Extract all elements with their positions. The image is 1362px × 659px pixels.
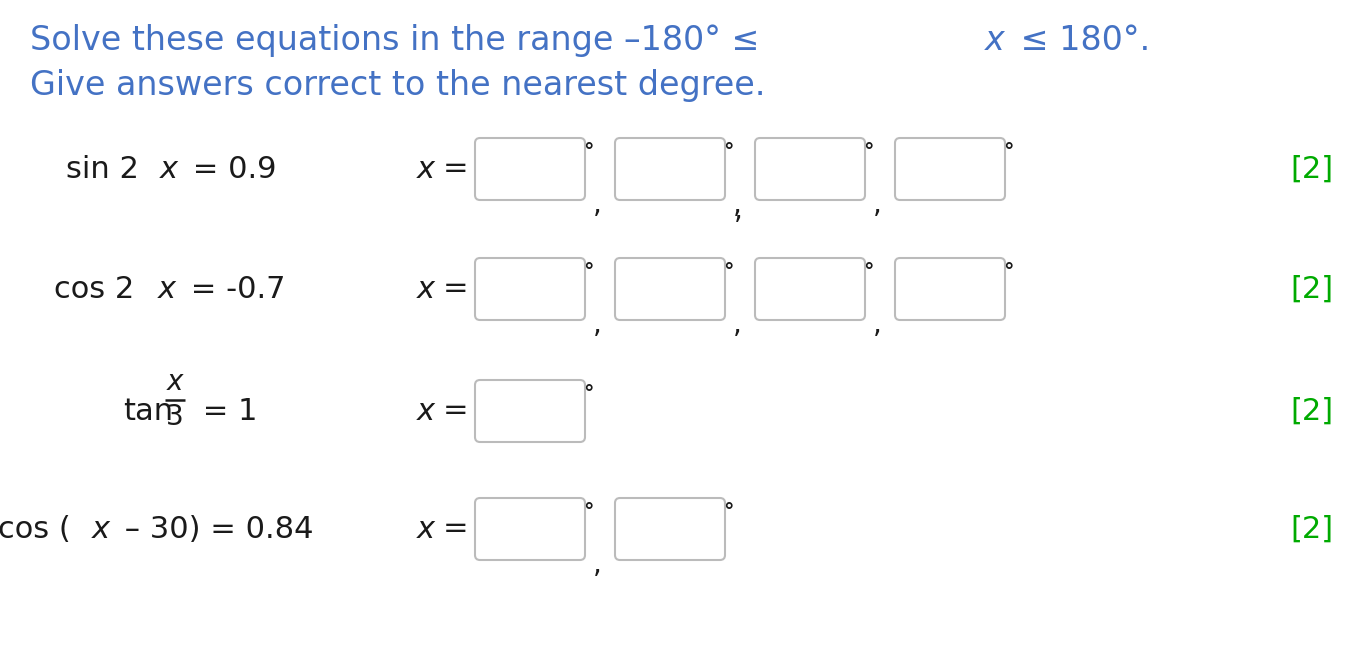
Text: °: °: [583, 502, 594, 522]
Text: °: °: [723, 502, 734, 522]
Text: [2]: [2]: [1290, 154, 1333, 183]
Text: x: x: [158, 275, 176, 304]
Text: x: x: [417, 515, 434, 544]
Text: = 1: = 1: [193, 397, 257, 426]
Text: – 30) = 0.84: – 30) = 0.84: [116, 515, 315, 544]
Text: cos 2: cos 2: [54, 275, 135, 304]
Text: [2]: [2]: [1290, 397, 1333, 426]
FancyBboxPatch shape: [616, 498, 725, 560]
FancyBboxPatch shape: [755, 258, 865, 320]
Text: x: x: [417, 397, 434, 426]
Text: =: =: [443, 397, 469, 426]
Text: x: x: [93, 515, 110, 544]
Text: tan: tan: [123, 397, 173, 426]
FancyBboxPatch shape: [475, 498, 586, 560]
Text: ,: ,: [873, 311, 881, 339]
FancyBboxPatch shape: [755, 138, 865, 200]
FancyBboxPatch shape: [475, 258, 586, 320]
Text: 3: 3: [166, 403, 184, 431]
Text: ,: ,: [733, 311, 742, 339]
Text: x: x: [417, 275, 434, 304]
Text: =: =: [443, 275, 469, 304]
Text: °: °: [583, 384, 594, 404]
Text: = -0.7: = -0.7: [181, 275, 286, 304]
Text: °: °: [1002, 262, 1013, 282]
Text: °: °: [583, 262, 594, 282]
Text: x: x: [417, 154, 434, 183]
Text: ≤ 180°.: ≤ 180°.: [1011, 24, 1151, 57]
Text: Solve these equations in the range –180° ≤: Solve these equations in the range –180°…: [30, 24, 770, 57]
FancyBboxPatch shape: [475, 138, 586, 200]
FancyBboxPatch shape: [895, 258, 1005, 320]
Text: °: °: [723, 142, 734, 162]
Text: sin 2: sin 2: [65, 154, 139, 183]
Text: °: °: [864, 142, 873, 162]
Text: °: °: [723, 262, 734, 282]
Text: ,: ,: [734, 197, 742, 225]
Text: x: x: [985, 24, 1005, 57]
Text: [2]: [2]: [1290, 515, 1333, 544]
Text: x: x: [161, 154, 178, 183]
Text: [2]: [2]: [1290, 275, 1333, 304]
Text: °: °: [1002, 142, 1013, 162]
Text: =: =: [443, 515, 469, 544]
Text: °: °: [583, 142, 594, 162]
Text: °: °: [864, 262, 873, 282]
Text: ,: ,: [733, 191, 742, 219]
Text: cos (: cos (: [0, 515, 71, 544]
FancyBboxPatch shape: [475, 380, 586, 442]
Text: ,: ,: [592, 551, 602, 579]
Text: = 0.9: = 0.9: [184, 154, 276, 183]
FancyBboxPatch shape: [616, 138, 725, 200]
Text: ,: ,: [873, 191, 881, 219]
Text: Give answers correct to the nearest degree.: Give answers correct to the nearest degr…: [30, 69, 765, 102]
FancyBboxPatch shape: [895, 138, 1005, 200]
FancyBboxPatch shape: [616, 258, 725, 320]
Text: x: x: [166, 368, 183, 396]
Text: ,: ,: [592, 191, 602, 219]
Text: ,: ,: [592, 311, 602, 339]
Text: =: =: [443, 154, 469, 183]
